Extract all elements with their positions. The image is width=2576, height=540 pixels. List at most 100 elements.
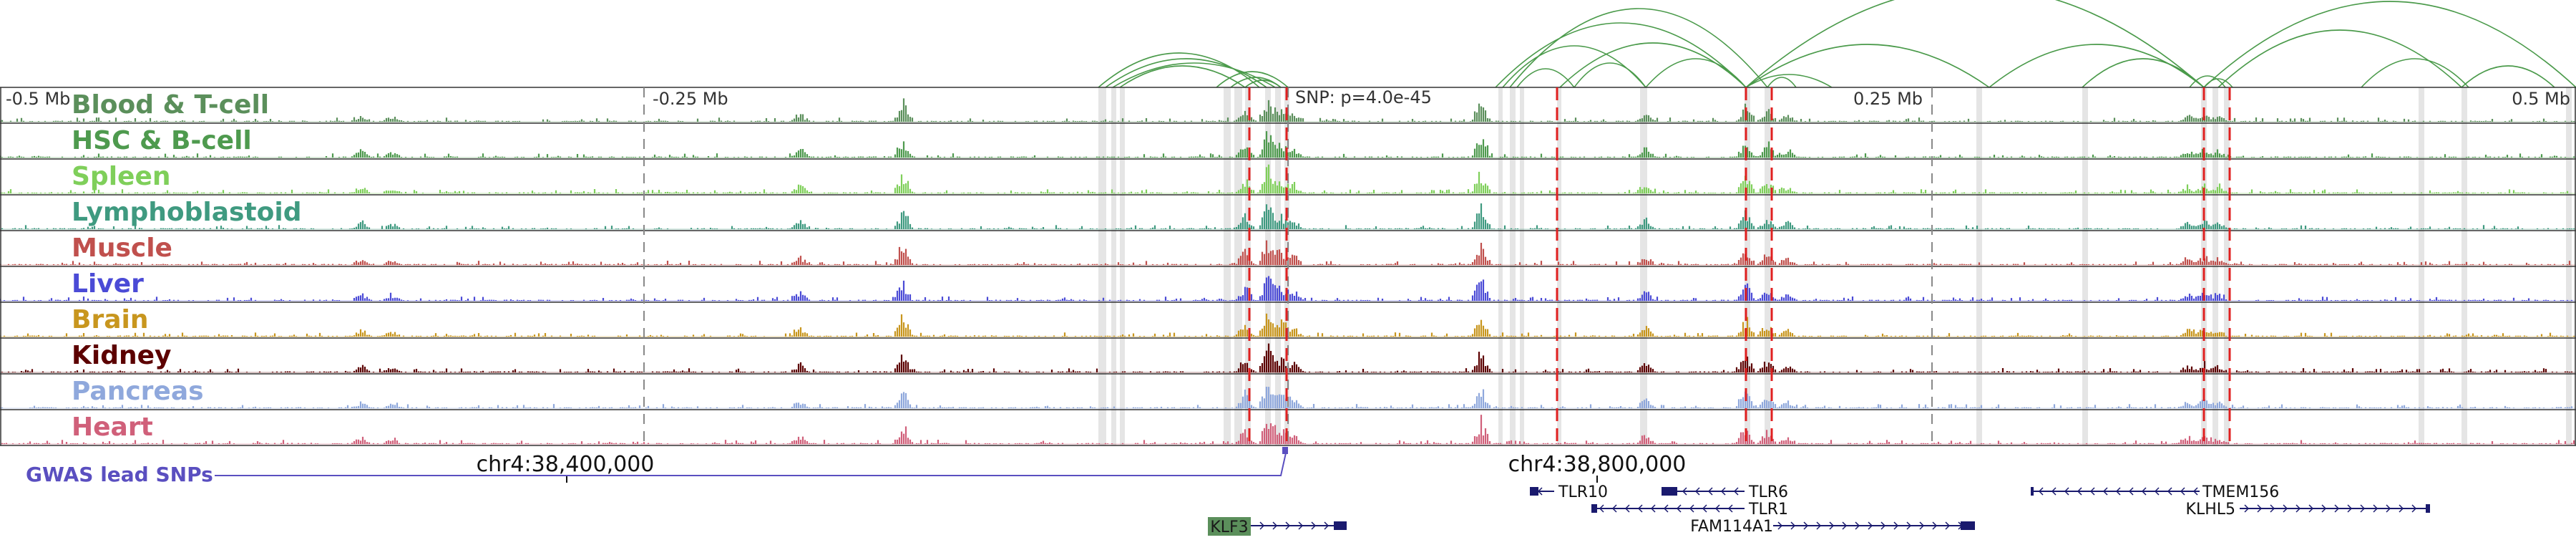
strand-arrow bbox=[1733, 487, 1739, 496]
strand-arrow bbox=[1707, 487, 1713, 496]
track-label: Pancreas bbox=[72, 377, 204, 406]
exon bbox=[2031, 487, 2034, 496]
strand-arrow bbox=[2089, 487, 2095, 496]
strand-arrow bbox=[2154, 487, 2160, 496]
signal-peaks bbox=[1, 203, 2575, 229]
interaction-arc bbox=[1216, 71, 1289, 88]
scale-label: 0.5 Mb bbox=[2512, 89, 2570, 109]
strand-arrow bbox=[1790, 521, 1796, 530]
strand-arrow bbox=[1919, 521, 1925, 530]
strand-arrow bbox=[1842, 521, 1848, 530]
signal-peaks bbox=[0, 240, 2571, 265]
interaction-arc bbox=[1645, 58, 1747, 88]
strand-arrow bbox=[2051, 487, 2057, 496]
strand-arrow bbox=[2283, 504, 2288, 513]
gene-label: KLHL5 bbox=[2186, 501, 2235, 519]
interaction-arc bbox=[2203, 1, 2576, 88]
strand-arrow bbox=[1259, 521, 1265, 530]
strand-arrow bbox=[2360, 504, 2366, 513]
strand-arrow bbox=[1624, 504, 1630, 513]
coordinate-label: chr4:38,800,000 bbox=[1508, 452, 1687, 477]
gene-fam114a1[interactable]: FAM114A1 bbox=[1690, 518, 1975, 536]
gwas-connector bbox=[215, 449, 1287, 476]
klf3-label-box bbox=[1208, 517, 1251, 536]
gene-klf3[interactable]: KLF3 bbox=[1208, 517, 1347, 536]
gene-label: TLR10 bbox=[1558, 483, 1608, 501]
strand-arrow bbox=[1324, 521, 1330, 530]
coordinate-label: chr4:38,400,000 bbox=[477, 452, 655, 477]
strand-arrow bbox=[1777, 521, 1783, 530]
strand-arrow bbox=[2128, 487, 2134, 496]
signal-peaks bbox=[1, 343, 2573, 372]
scale-label: -0.25 Mb bbox=[653, 89, 728, 109]
track-10: Heart bbox=[0, 409, 2576, 445]
strand-arrow bbox=[2347, 504, 2353, 513]
exon bbox=[1662, 487, 1677, 496]
strand-arrow bbox=[1694, 487, 1700, 496]
gene-klhl5[interactable]: KLHL5 bbox=[2186, 501, 2430, 519]
strand-arrow bbox=[2064, 487, 2069, 496]
strand-arrow bbox=[1272, 521, 1278, 530]
signal-peaks bbox=[0, 98, 2575, 122]
gene-label: TLR1 bbox=[1748, 501, 1788, 519]
strand-arrow bbox=[2115, 487, 2121, 496]
strand-arrow bbox=[1611, 504, 1617, 513]
gene-label: KLF3 bbox=[1210, 519, 1248, 536]
strand-arrow bbox=[1816, 521, 1822, 530]
strand-arrow bbox=[1650, 504, 1656, 513]
strand-arrow bbox=[2244, 504, 2250, 513]
track-9: Pancreas bbox=[0, 373, 2576, 409]
strand-arrow bbox=[1676, 504, 1682, 513]
strand-arrow bbox=[1663, 504, 1669, 513]
track-label: Spleen bbox=[72, 162, 171, 191]
gene-tlr10[interactable]: TLR10 bbox=[1530, 483, 1608, 501]
strand-arrow bbox=[2102, 487, 2108, 496]
strand-arrow bbox=[1880, 521, 1886, 530]
strand-arrow bbox=[1689, 504, 1694, 513]
interaction-arc bbox=[2082, 58, 2205, 88]
interaction-arc bbox=[2461, 65, 2555, 88]
interaction-arc bbox=[1989, 44, 2205, 88]
strand-arrow bbox=[1702, 504, 1707, 513]
strand-arrow bbox=[1829, 521, 1835, 530]
gene-tmem156[interactable]: TMEM156 bbox=[2031, 483, 2279, 501]
interaction-arc bbox=[1745, 44, 1990, 88]
scale-label: -0.5 Mb bbox=[6, 89, 70, 109]
strand-arrow bbox=[1868, 521, 1873, 530]
interaction-arc bbox=[1105, 58, 1267, 88]
snp-label: SNP: p=4.0e-45 bbox=[1295, 87, 1432, 107]
strand-arrow bbox=[1893, 521, 1899, 530]
track-label: Lymphoblastoid bbox=[72, 198, 302, 227]
track-4: Lymphoblastoid bbox=[0, 194, 2576, 230]
strand-arrow bbox=[2373, 504, 2379, 513]
track-label: Blood & T-cell bbox=[72, 90, 269, 120]
strand-arrow bbox=[1682, 487, 1687, 496]
track-label: Kidney bbox=[72, 341, 172, 370]
strand-arrow bbox=[2399, 504, 2404, 513]
exon bbox=[2426, 504, 2430, 513]
scale-label: 0.25 Mb bbox=[1853, 89, 1923, 109]
interaction-arc bbox=[1574, 62, 1646, 88]
strand-arrow bbox=[1720, 487, 1726, 496]
strand-arrow bbox=[2334, 504, 2340, 513]
strand-arrow bbox=[2296, 504, 2301, 513]
exon bbox=[1591, 504, 1597, 513]
signal-peaks bbox=[0, 313, 2575, 337]
interaction-arc bbox=[1745, 0, 2205, 88]
strand-arrow bbox=[2167, 487, 2172, 496]
strand-arrow bbox=[2308, 504, 2314, 513]
interaction-arc bbox=[1112, 62, 1276, 88]
interaction-arc bbox=[2218, 29, 2462, 88]
gene-tlr1[interactable]: TLR1 bbox=[1591, 501, 1788, 519]
interaction-arc bbox=[1516, 68, 1575, 88]
signal-peaks bbox=[0, 387, 2573, 408]
interaction-arc bbox=[1244, 79, 1282, 88]
strand-arrow bbox=[2141, 487, 2147, 496]
track-1: Blood & T-cell bbox=[0, 87, 2576, 122]
gene-tlr6[interactable]: TLR6 bbox=[1662, 483, 1788, 501]
exon bbox=[1334, 521, 1347, 530]
interaction-arc bbox=[1745, 74, 1833, 88]
track-label: HSC & B-cell bbox=[72, 126, 252, 155]
